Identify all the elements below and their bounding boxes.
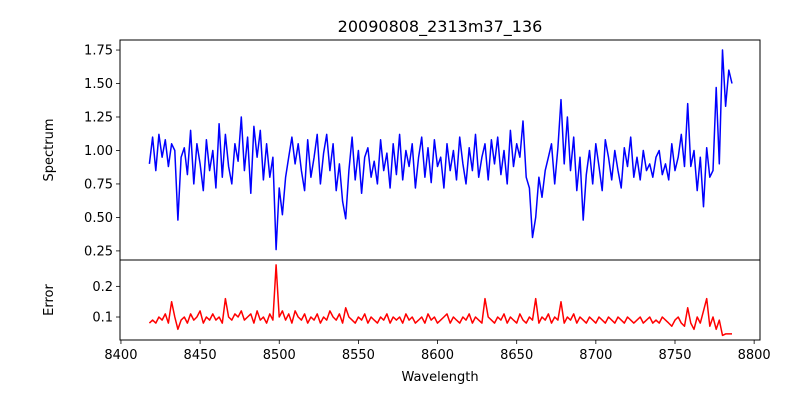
y-axis-label-spectrum: Spectrum bbox=[42, 119, 57, 182]
y-tick-label: 1.25 bbox=[84, 110, 113, 125]
error-axes-frame bbox=[119, 259, 761, 341]
x-tick-label: 8800 bbox=[738, 348, 771, 363]
spectrum-axes-frame bbox=[119, 39, 761, 261]
x-tick-label: 8450 bbox=[184, 348, 217, 363]
y-tick-label: 0.25 bbox=[84, 244, 113, 259]
chart-title: 20090808_2313m37_136 bbox=[338, 17, 543, 37]
spectrum-line bbox=[148, 49, 733, 251]
x-tick-label: 8500 bbox=[263, 348, 296, 363]
x-tick-label: 8400 bbox=[104, 348, 137, 363]
y-axis-label-error: Error bbox=[42, 284, 57, 316]
y-tick-label: 0.50 bbox=[84, 211, 113, 226]
x-tick-label: 8700 bbox=[579, 348, 612, 363]
error-line bbox=[148, 264, 732, 337]
y-tick-label: 1.50 bbox=[84, 77, 113, 92]
x-tick-label: 8550 bbox=[342, 348, 375, 363]
y-tick-label: 0.2 bbox=[92, 280, 113, 295]
x-tick-label: 8750 bbox=[658, 348, 691, 363]
y-tick-label: 0.75 bbox=[84, 177, 113, 192]
x-axis-label: Wavelength bbox=[401, 370, 478, 385]
x-tick-label: 8600 bbox=[421, 348, 454, 363]
y-tick-label: 1.75 bbox=[84, 44, 113, 59]
x-tick-label: 8650 bbox=[500, 348, 533, 363]
y-tick-label: 0.1 bbox=[92, 311, 113, 326]
y-tick-label: 1.00 bbox=[84, 144, 113, 159]
